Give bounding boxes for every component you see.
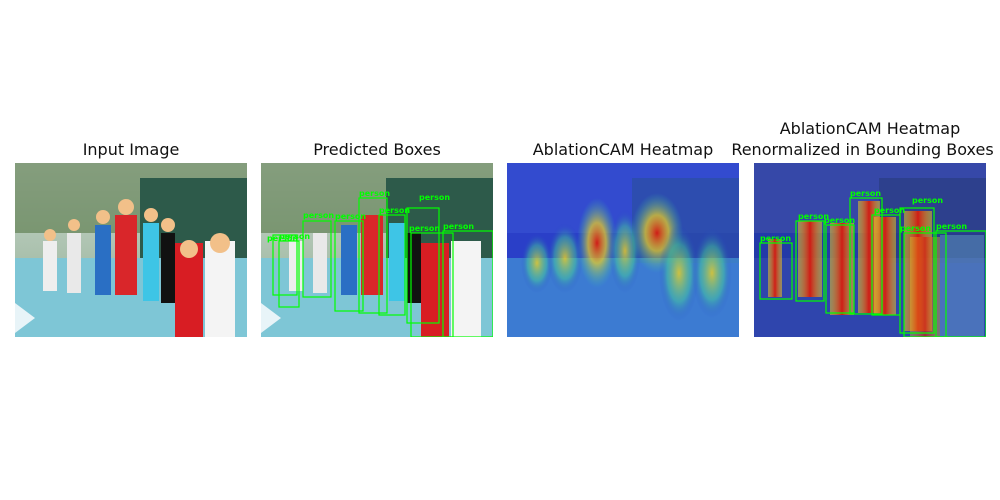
bbox-label-2: person [303, 211, 334, 220]
renorm-bbox-4 [849, 197, 883, 315]
bbox-4 [358, 197, 388, 314]
ablationcam-heatmap-image [507, 163, 739, 337]
bbox-label-6: person [419, 193, 450, 202]
renorm-bbox-8 [935, 230, 986, 337]
bbox-label-9: person [267, 234, 298, 243]
predicted-boxes-image: person person person person person perso… [261, 163, 493, 337]
renorm-bbox-3 [825, 224, 855, 314]
bbox-label-7: person [409, 224, 440, 233]
bbox-label-5: person [379, 206, 410, 215]
renorm-bbox-label-5: person [874, 206, 905, 215]
bbox-2 [302, 220, 332, 298]
bbox-1 [278, 240, 300, 308]
bbox-3 [334, 220, 364, 312]
renorm-bbox-label-3: person [824, 216, 855, 225]
bbox-label-3: person [335, 212, 366, 221]
panel-title-input-image: Input Image [82, 140, 180, 159]
panel-title-ablationcam-heatmap: AblationCAM Heatmap [532, 140, 714, 159]
ablationcam-heatmap-panel [507, 163, 739, 337]
renorm-bbox-label-1: person [760, 234, 791, 243]
bbox-label-4: person [359, 189, 390, 198]
renorm-bbox-7 [903, 232, 947, 337]
renorm-bbox-1 [759, 242, 793, 300]
renormalized-heatmap-image: person person person person person perso… [754, 163, 986, 337]
renorm-bbox-2 [795, 220, 825, 302]
panel-title-predicted-boxes: Predicted Boxes [313, 140, 441, 159]
renorm-bbox-label-7: person [900, 224, 931, 233]
renorm-bbox-label-4: person [850, 189, 881, 198]
panel-title-renormalized-line1: AblationCAM Heatmap [779, 119, 961, 138]
bbox-label-1: person [279, 232, 310, 241]
bbox-label-8: person [443, 222, 474, 231]
renormalized-heatmap-panel: person person person person person perso… [754, 163, 986, 337]
bbox-8 [442, 230, 493, 337]
bbox-6 [406, 207, 440, 324]
panel-title-renormalized-line2: Renormalized in Bounding Boxes [731, 140, 994, 159]
renorm-bbox-label-6: person [912, 196, 943, 205]
renorm-bbox-label-2: person [798, 212, 829, 221]
bbox-5 [378, 214, 406, 316]
renorm-bbox-label-8: person [936, 222, 967, 231]
predicted-boxes-panel: person person person person person perso… [261, 163, 493, 337]
bbox-9 [272, 234, 298, 296]
input-image [15, 163, 247, 337]
bbox-7 [410, 232, 454, 337]
input-image-panel [15, 163, 247, 337]
renorm-bbox-6 [899, 207, 935, 334]
